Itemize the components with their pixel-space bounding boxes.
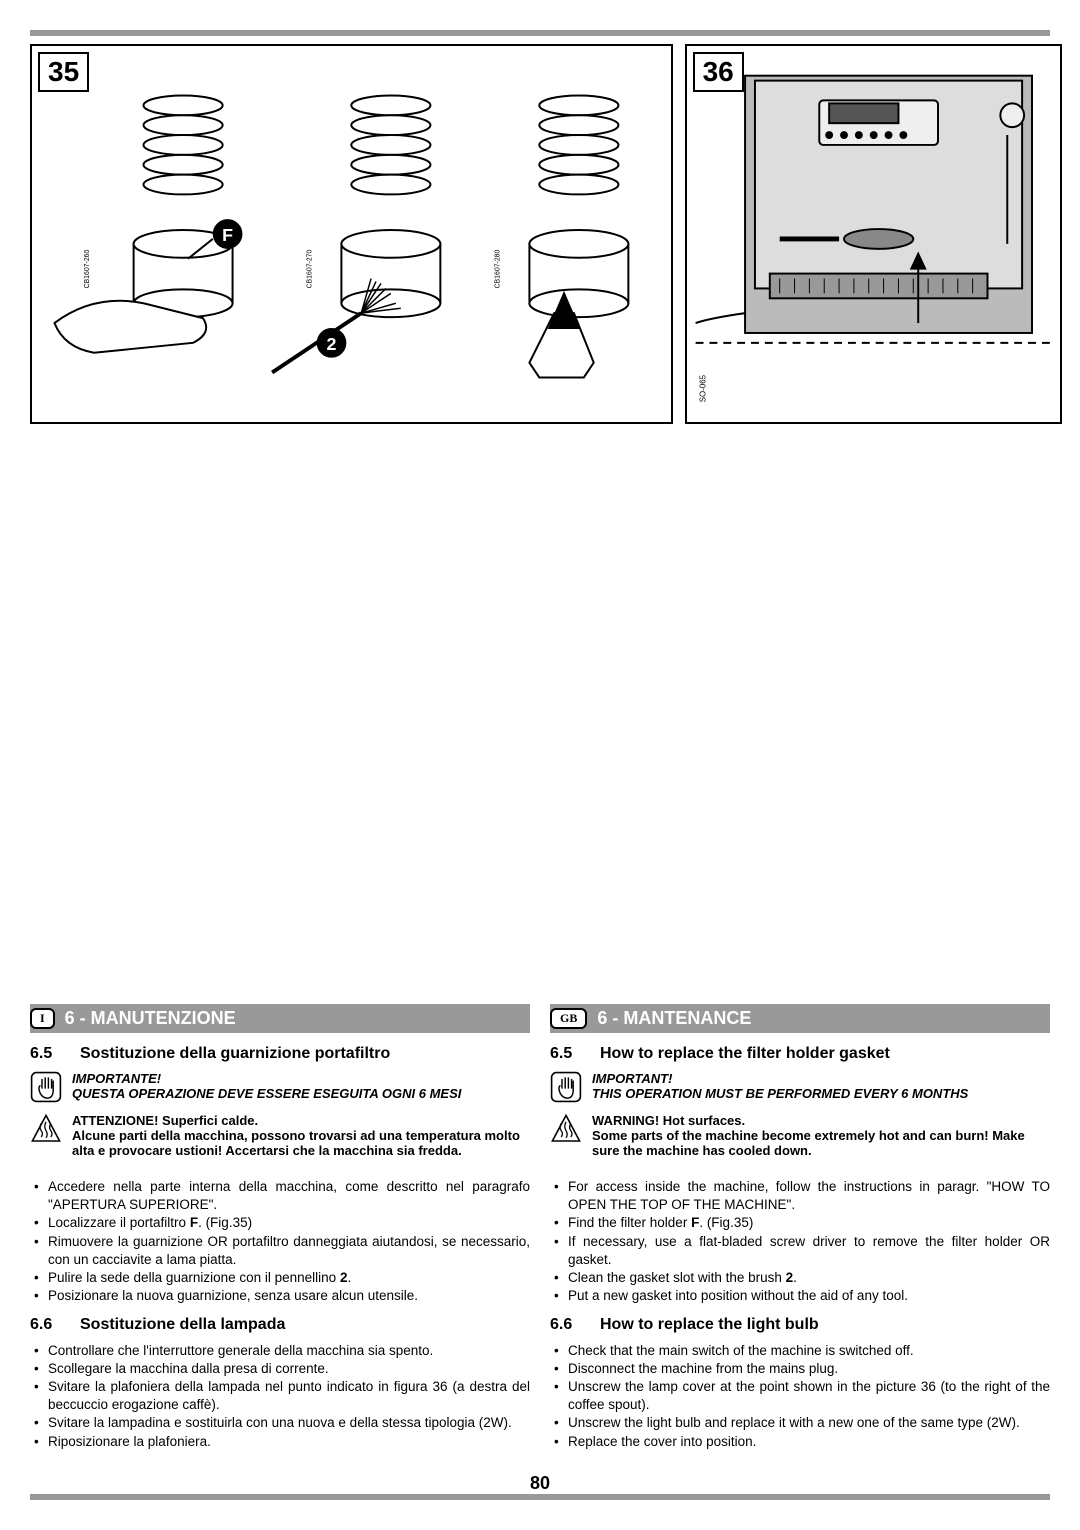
list-item: Disconnect the machine from the mains pl… — [550, 1360, 1050, 1378]
figure-36-illustration: SO-065 — [687, 46, 1060, 422]
list-item: Controllare che l'interruttore generale … — [30, 1342, 530, 1360]
sub-num-65-it: 6.5 — [30, 1045, 80, 1063]
svg-text:CB1607-280: CB1607-280 — [495, 249, 502, 288]
hot-surface-icon — [30, 1113, 62, 1145]
list-item: Check that the main switch of the machin… — [550, 1342, 1050, 1360]
section-header-it: I 6 - MANUTENZIONE — [30, 1004, 530, 1033]
list-item: Unscrew the lamp cover at the point show… — [550, 1378, 1050, 1414]
list-item: Svitare la lampadina e sostituirla con u… — [30, 1414, 530, 1432]
list-item: Find the filter holder F. (Fig.35) — [550, 1214, 1050, 1232]
warning-text-it: ATTENZIONE! Superfici calde. Alcune part… — [72, 1113, 530, 1158]
important-block-it: IMPORTANTE! QUESTA OPERAZIONE DEVE ESSER… — [30, 1071, 530, 1103]
subsection-66-it: 6.6 Sostituzione della lampada — [30, 1316, 530, 1334]
hand-stop-icon — [30, 1071, 62, 1103]
list-66-it: Controllare che l'interruttore generale … — [30, 1342, 530, 1451]
svg-text:SO-065: SO-065 — [698, 374, 707, 402]
sub-num-65-gb: 6.5 — [550, 1045, 600, 1063]
list-66-gb: Check that the main switch of the machin… — [550, 1342, 1050, 1451]
lang-badge-i: I — [30, 1008, 55, 1029]
sub-title-65-it: Sostituzione della guarnizione portafilt… — [80, 1045, 390, 1063]
list-item: Put a new gasket into position without t… — [550, 1287, 1050, 1305]
list-item: If necessary, use a flat-bladed screw dr… — [550, 1233, 1050, 1269]
list-item: Unscrew the light bulb and replace it wi… — [550, 1414, 1050, 1432]
bottom-rule — [30, 1494, 1050, 1500]
sub-num-66-gb: 6.6 — [550, 1316, 600, 1334]
column-italian: I 6 - MANUTENZIONE 6.5 Sostituzione dell… — [30, 1004, 530, 1461]
list-item: Localizzare il portafiltro F. (Fig.35) — [30, 1214, 530, 1232]
figure-35: 35 F — [30, 44, 673, 424]
important-block-gb: IMPORTANT! THIS OPERATION MUST BE PERFOR… — [550, 1071, 1050, 1103]
section-title-gb: 6 - MANTENANCE — [597, 1004, 751, 1033]
list-item: Accedere nella parte interna della macch… — [30, 1178, 530, 1214]
hot-surface-icon — [550, 1113, 582, 1145]
svg-text:CB1607-270: CB1607-270 — [307, 249, 314, 288]
sub-num-66-it: 6.6 — [30, 1316, 80, 1334]
list-item: Rimuovere la guarnizione OR portafiltro … — [30, 1233, 530, 1269]
lang-badge-gb: GB — [550, 1008, 587, 1029]
subsection-65-gb: 6.5 How to replace the filter holder gas… — [550, 1045, 1050, 1063]
sub-title-66-it: Sostituzione della lampada — [80, 1316, 285, 1334]
list-item: Scollegare la macchina dalla presa di co… — [30, 1360, 530, 1378]
figure-36-number: 36 — [693, 52, 744, 92]
list-65-gb: For access inside the machine, follow th… — [550, 1178, 1050, 1306]
hand-stop-icon — [550, 1071, 582, 1103]
list-item: Riposizionare la plafoniera. — [30, 1433, 530, 1451]
list-item: Svitare la plafoniera della lampada nel … — [30, 1378, 530, 1414]
important-text-gb: IMPORTANT! THIS OPERATION MUST BE PERFOR… — [592, 1071, 1050, 1103]
section-header-gb: GB 6 - MANTENANCE — [550, 1004, 1050, 1033]
figure-36: 36 — [685, 44, 1062, 424]
important-text-it: IMPORTANTE! QUESTA OPERAZIONE DEVE ESSER… — [72, 1071, 530, 1103]
svg-text:2: 2 — [327, 334, 337, 354]
warning-block-it: ATTENZIONE! Superfici calde. Alcune part… — [30, 1113, 530, 1158]
list-item: For access inside the machine, follow th… — [550, 1178, 1050, 1214]
figure-35-number: 35 — [38, 52, 89, 92]
sub-title-66-gb: How to replace the light bulb — [600, 1316, 819, 1334]
warning-text-gb: WARNING! Hot surfaces. Some parts of the… — [592, 1113, 1050, 1158]
subsection-66-gb: 6.6 How to replace the light bulb — [550, 1316, 1050, 1334]
figure-35-illustration: F CB1607-260 — [32, 46, 671, 422]
column-english: GB 6 - MANTENANCE 6.5 How to replace the… — [550, 1004, 1050, 1461]
svg-text:CB1607-260: CB1607-260 — [84, 249, 91, 288]
figures-container: 35 F — [30, 44, 1050, 424]
svg-text:F: F — [222, 225, 233, 245]
page-number: 80 — [30, 1473, 1050, 1494]
sub-title-65-gb: How to replace the filter holder gasket — [600, 1045, 890, 1063]
list-item: Clean the gasket slot with the brush 2. — [550, 1269, 1050, 1287]
list-item: Pulire la sede della guarnizione con il … — [30, 1269, 530, 1287]
section-title-it: 6 - MANUTENZIONE — [65, 1004, 236, 1033]
list-65-it: Accedere nella parte interna della macch… — [30, 1178, 530, 1306]
warning-block-gb: WARNING! Hot surfaces. Some parts of the… — [550, 1113, 1050, 1158]
subsection-65-it: 6.5 Sostituzione della guarnizione porta… — [30, 1045, 530, 1063]
list-item: Posizionare la nuova guarnizione, senza … — [30, 1287, 530, 1305]
top-rule — [30, 30, 1050, 36]
text-columns: I 6 - MANUTENZIONE 6.5 Sostituzione dell… — [30, 1004, 1050, 1461]
list-item: Replace the cover into position. — [550, 1433, 1050, 1451]
